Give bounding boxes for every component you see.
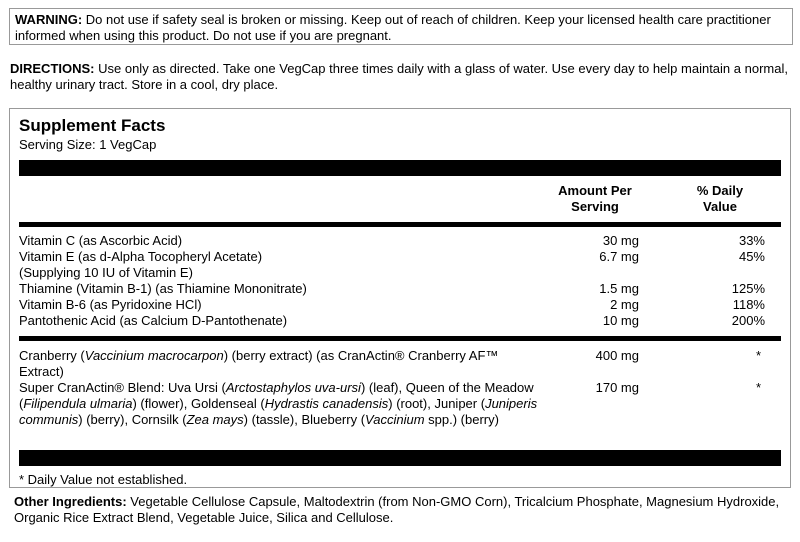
nutrient-amount: 1.5 mg (599, 281, 639, 296)
nutrient-name: Vitamin E (as d-Alpha Tocopheryl Acetate… (19, 249, 263, 264)
nutrient-amount: 10 mg (602, 313, 639, 328)
latin-name: Zea mays (186, 412, 244, 427)
facts-title: Supplement Facts (19, 116, 166, 135)
ingredient-text: ) (berry), Cornsilk ( (78, 412, 187, 427)
ingredient-text: ) (leaf), Queen of the Meadow ( (19, 380, 534, 411)
supplement-facts-panel: Supplement Facts Serving Size: 1 VegCap … (9, 108, 791, 488)
nutrient-row: Vitamin B-6 (as Pyridoxine HCl) 2 mg 118% (19, 297, 781, 313)
ingredient-text: Cranberry ( (19, 348, 85, 363)
ingredient-text: Super CranActin® Blend: Uva Ursi ( (19, 380, 226, 395)
divider-bar (19, 160, 781, 176)
serving-size: Serving Size: 1 VegCap (19, 137, 157, 152)
ingredient-daily-value: * (755, 380, 761, 395)
latin-name: Filipendula ulmaria (23, 396, 133, 411)
latin-name: Vaccinium (365, 412, 425, 427)
latin-name: Arctostaphylos uva-ursi (225, 380, 361, 395)
ingredient-daily-value: * (755, 348, 761, 363)
daily-value-header-line: Value (703, 199, 737, 214)
nutrient-name: Thiamine (Vitamin B-1) (as Thiamine Mono… (19, 281, 307, 296)
nutrient-name: Pantothenic Acid (as Calcium D-Pantothen… (19, 313, 288, 328)
latin-name: Hydrastis canadensis (264, 396, 389, 411)
divider-thick (19, 222, 781, 227)
latin-name: Juniperis communis (19, 396, 538, 427)
ingredient-name: Cranberry (Vaccinium macrocarpon) (berry… (19, 348, 539, 380)
nutrient-daily-value: 125% (731, 281, 765, 296)
footnote: * Daily Value not established. (19, 472, 188, 487)
nutrient-row: Pantothenic Acid (as Calcium D-Pantothen… (19, 313, 781, 329)
directions: DIRECTIONS: Use only as directed. Take o… (10, 61, 790, 93)
other-ingredients-label: Other Ingredients: (14, 494, 127, 509)
nutrient-row: (Supplying 10 IU of Vitamin E) (19, 265, 781, 281)
ingredient-name: Super CranActin® Blend: Uva Ursi (Arctos… (19, 380, 539, 428)
nutrient-amount: 6.7 mg (599, 249, 639, 264)
ingredient-amount: 170 mg (595, 380, 639, 395)
nutrient-amount: 2 mg (610, 297, 639, 312)
ingredient-text: ) (tassle), Blueberry ( (243, 412, 366, 427)
latin-name: Vaccinium macrocarpon (84, 348, 224, 363)
nutrient-daily-value: 45% (738, 249, 765, 264)
nutrient-daily-value: 200% (731, 313, 765, 328)
nutrient-row: Vitamin E (as d-Alpha Tocopheryl Acetate… (19, 249, 781, 265)
other-ingredients: Other Ingredients: Vegetable Cellulose C… (14, 494, 794, 526)
nutrient-name: Vitamin B-6 (as Pyridoxine HCl) (19, 297, 202, 312)
daily-value-header: % Daily Value (670, 183, 770, 215)
ingredient-amount: 400 mg (595, 348, 639, 363)
nutrient-daily-value: 118% (732, 297, 765, 312)
warning-text: Do not use if safety seal is broken or m… (15, 12, 771, 43)
ingredient-text: ) (flower), Goldenseal ( (132, 396, 265, 411)
ingredient-text: ) (root), Juniper ( (388, 396, 486, 411)
nutrient-daily-value: 33% (738, 233, 765, 248)
nutrient-name: Vitamin C (as Ascorbic Acid) (19, 233, 183, 248)
divider-thick (19, 336, 781, 341)
amount-header-line: Amount Per (558, 183, 632, 198)
warning-box: WARNING: Do not use if safety seal is br… (9, 8, 793, 45)
directions-label: DIRECTIONS: (10, 61, 95, 76)
directions-text: Use only as directed. Take one VegCap th… (10, 61, 788, 92)
nutrient-name: (Supplying 10 IU of Vitamin E) (19, 265, 193, 280)
amount-header-line: Serving (571, 199, 619, 214)
ingredient-text: spp.) (berry) (424, 412, 499, 427)
warning-label: WARNING: (15, 12, 83, 27)
other-ingredients-text: Vegetable Cellulose Capsule, Maltodextri… (14, 494, 780, 525)
nutrient-row: Thiamine (Vitamin B-1) (as Thiamine Mono… (19, 281, 781, 297)
divider-bar (19, 450, 781, 466)
ingredient-row: Cranberry (Vaccinium macrocarpon) (berry… (19, 348, 781, 379)
ingredient-text: ) (berry extract) (as CranActin® Cranber… (19, 348, 499, 379)
daily-value-header-line: % Daily (696, 183, 744, 198)
nutrient-row: Vitamin C (as Ascorbic Acid) 30 mg 33% (19, 233, 781, 249)
nutrient-amount: 30 mg (602, 233, 639, 248)
ingredient-row: Super CranActin® Blend: Uva Ursi (Arctos… (19, 380, 781, 427)
amount-header: Amount Per Serving (540, 183, 650, 215)
